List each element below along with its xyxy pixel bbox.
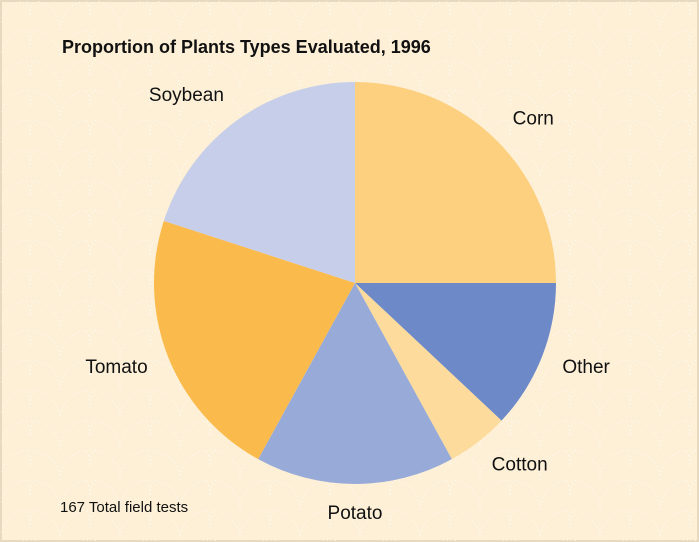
- slice-label: Other: [562, 357, 610, 378]
- pie-slice: [258, 283, 452, 484]
- chart-title: Proportion of Plants Types Evaluated, 19…: [62, 37, 431, 57]
- slice-label: Cotton: [492, 455, 548, 476]
- pie-slice: [355, 283, 556, 421]
- slice-label: Corn: [513, 109, 554, 130]
- slice-label: Soybean: [149, 85, 224, 106]
- pie-slice: [154, 220, 355, 460]
- pie-slice: [355, 283, 502, 460]
- slice-label: Potato: [328, 503, 383, 524]
- pie-slice: [163, 82, 355, 283]
- pie-slice: [355, 82, 556, 283]
- chart-note: 167 Total field tests: [60, 499, 188, 516]
- slice-label: Tomato: [85, 357, 147, 378]
